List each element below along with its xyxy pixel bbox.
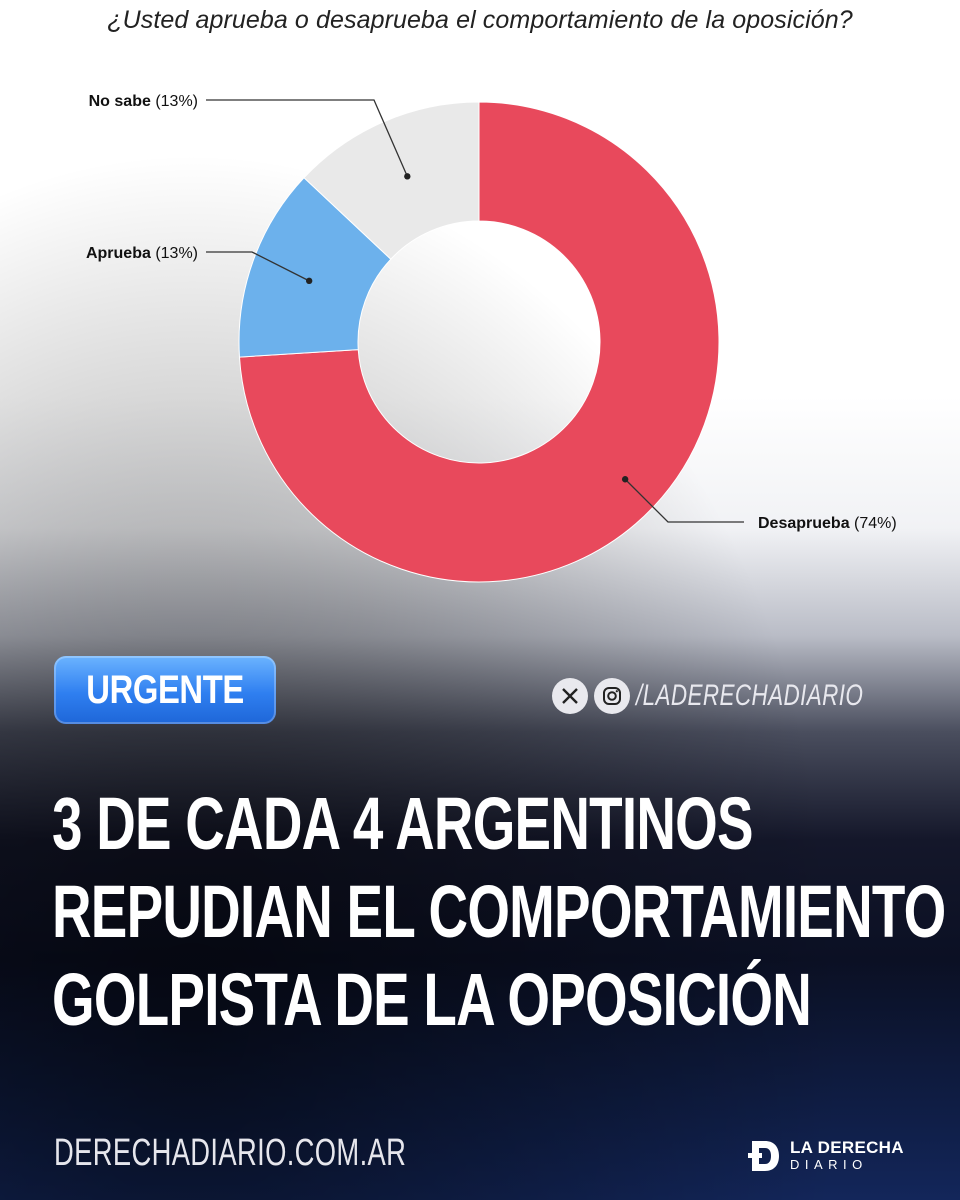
leader-line-desaprueba: [624, 478, 744, 523]
headline-line-1: 3 DE CADA 4 ARGENTINOS: [52, 782, 754, 865]
logo-mark-icon: [748, 1141, 779, 1171]
social-handle: /LADERECHADIARIO: [552, 676, 906, 716]
urgente-badge: URGENTE: [54, 656, 276, 724]
donut-slice-desaprueba: [238, 101, 720, 583]
urgente-badge-label: URGENTE: [86, 667, 244, 712]
donut-chart: Desaprueba (74%) Aprueba (13%) No sabe (13…: [86, 93, 897, 583]
leader-dot-desaprueba: [621, 476, 629, 483]
leader-dot-no-sabe: [404, 173, 411, 180]
leader-dot-aprueba: [305, 277, 313, 285]
leader-line-aprueba: [206, 251, 310, 282]
slice-label-aprueba: Aprueba (13%): [86, 245, 198, 262]
slice-label-no-sabe: No sabe (13%): [89, 93, 198, 110]
chart-title: ¿Usted aprueba o desaprueba el comportam…: [107, 6, 853, 34]
headline-line-2: REPUDIAN EL COMPORTAMIENTO: [52, 870, 946, 953]
instagram-icon: [594, 678, 630, 714]
social-handle-text: /LADERECHADIARIO: [636, 679, 864, 712]
donut-slice-aprueba: [238, 177, 392, 358]
headline: 3 DE CADA 4 ARGENTINOS REPUDIAN EL COMPO…: [52, 780, 946, 1044]
x-icon: [552, 678, 588, 714]
headline-line-3: GOLPISTA DE LA OPOSICIÓN: [52, 958, 812, 1041]
slice-label-desaprueba: Desaprueba (74%): [758, 515, 897, 532]
footer-url: DERECHADIARIO.COM.AR: [54, 1132, 407, 1174]
brand-logo: LA DERECHA DIARIO: [748, 1136, 908, 1176]
leader-line-no-sabe: [206, 99, 408, 177]
logo-line-1: LA DERECHA: [790, 1138, 904, 1157]
logo-line-2: DIARIO: [790, 1157, 868, 1172]
donut-slice-no-sabe: [303, 101, 480, 260]
